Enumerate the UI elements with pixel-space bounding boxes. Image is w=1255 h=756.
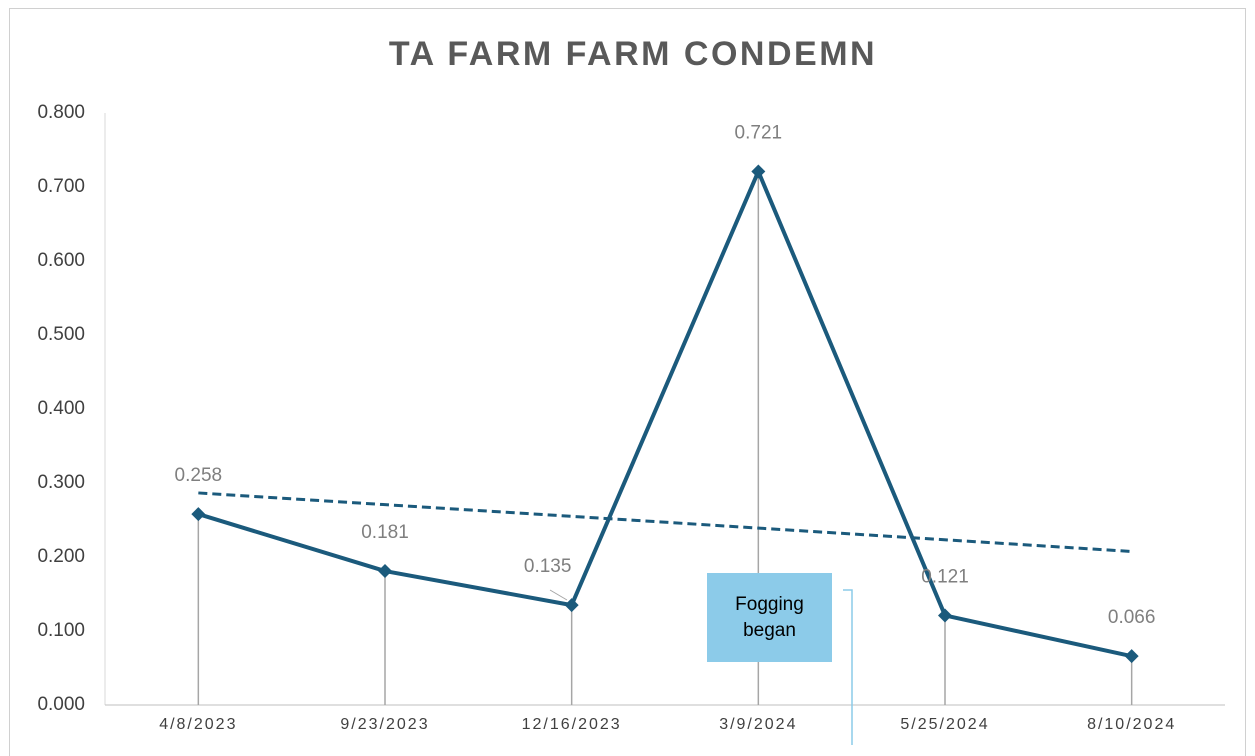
x-tick-label: 4/8/2023 <box>159 716 237 733</box>
data-label: 0.135 <box>524 556 572 577</box>
y-tick-label: 0.300 <box>37 472 85 493</box>
y-tick-label: 0.600 <box>37 250 85 271</box>
marker <box>564 598 579 613</box>
x-tick-label: 8/10/2024 <box>1087 716 1176 733</box>
y-tick-label: 0.100 <box>37 620 85 641</box>
annotation: Fogging began <box>707 573 832 662</box>
x-tick-label: 12/16/2023 <box>522 716 622 733</box>
y-tick-label: 0.000 <box>37 694 85 715</box>
y-tick-label: 0.200 <box>37 546 85 567</box>
trendline <box>198 491 1132 553</box>
marker <box>1124 649 1139 664</box>
y-tick-label: 0.400 <box>37 398 85 419</box>
data-label: 0.066 <box>1108 607 1156 628</box>
chart-title: TA FARM FARM CONDEMN <box>389 35 877 73</box>
x-tick-label: 3/9/2024 <box>719 716 797 733</box>
data-label: 0.181 <box>361 522 409 543</box>
marker <box>378 564 392 579</box>
x-tick-label: 9/23/2023 <box>340 716 429 733</box>
y-tick-label: 0.700 <box>37 176 85 197</box>
chart-border <box>9 8 1246 756</box>
data-label: 0.721 <box>735 122 783 143</box>
series-line <box>197 169 1133 659</box>
y-tick-label: 0.800 <box>37 102 85 123</box>
marker <box>191 507 206 522</box>
label-leader <box>549 589 568 601</box>
x-tick-label: 5/25/2024 <box>900 716 989 733</box>
y-tick-label: 0.500 <box>37 324 85 345</box>
callout-line <box>843 589 853 745</box>
data-label: 0.258 <box>175 465 223 486</box>
marker <box>751 164 766 179</box>
marker <box>938 608 952 623</box>
data-label: 0.121 <box>921 566 969 587</box>
